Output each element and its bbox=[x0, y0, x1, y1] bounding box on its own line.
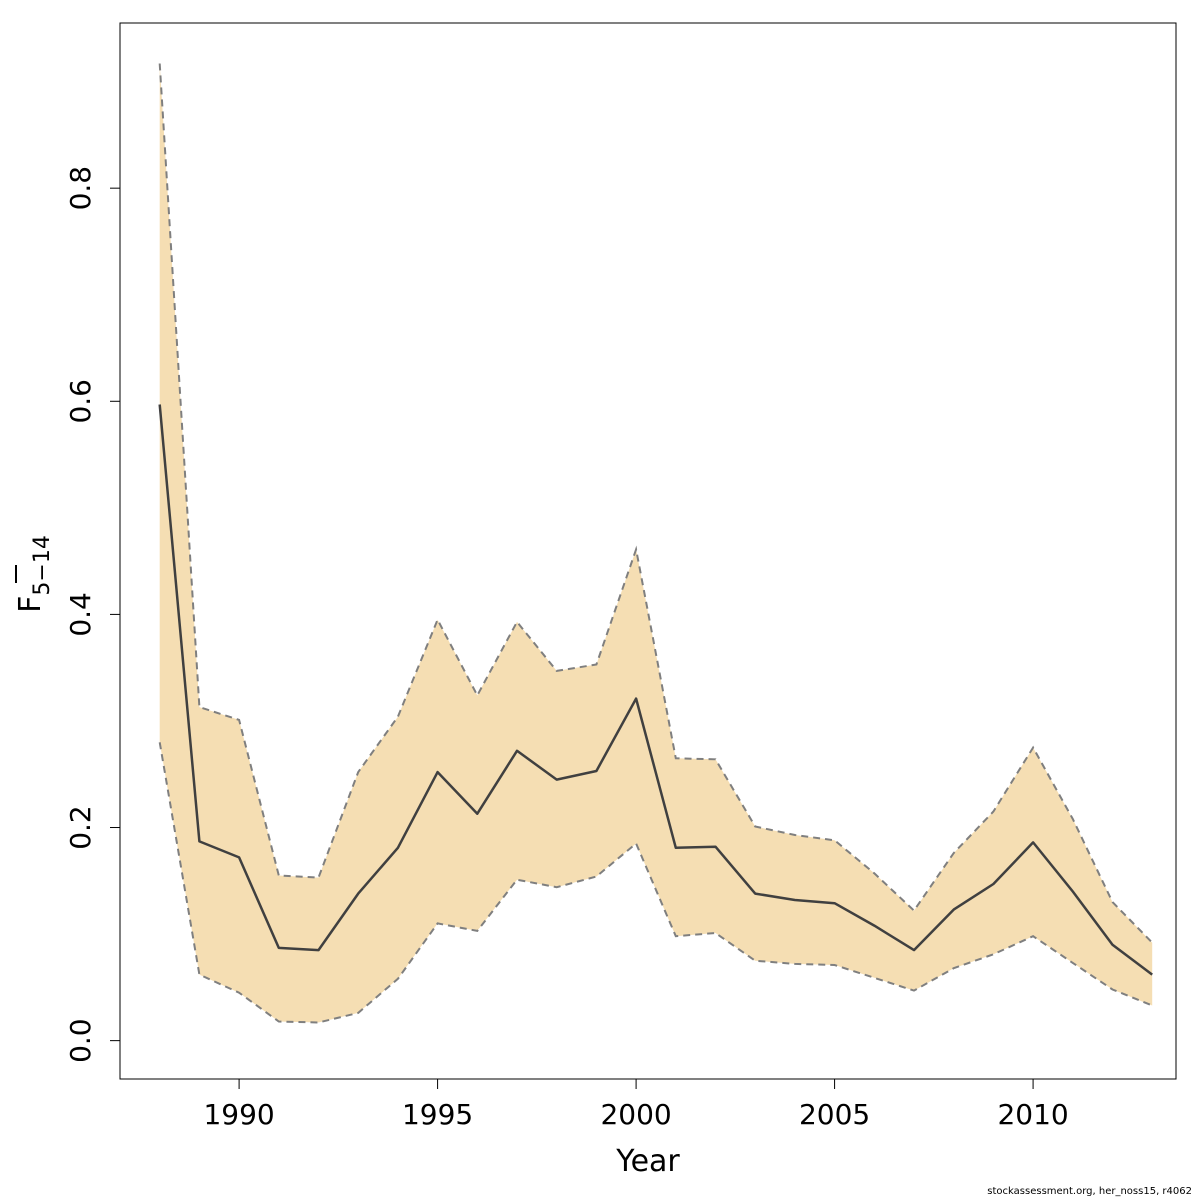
x-axis-title: Year bbox=[615, 1144, 680, 1179]
x-axis: 1990 1995 2000 2005 2010 bbox=[203, 1078, 1069, 1131]
estimate-line bbox=[158, 404, 1153, 976]
y-axis-title: F5−14 bbox=[13, 535, 55, 613]
y-axis: 0.0 0.2 0.4 0.6 0.8 bbox=[64, 166, 121, 1063]
lower-bound-line bbox=[158, 742, 1153, 1024]
confidence-band bbox=[158, 63, 1153, 1024]
svg-text:F5−14: F5−14 bbox=[13, 535, 55, 613]
y-axis-title-subscript: 5−14 bbox=[30, 535, 55, 595]
x-tick-label: 1995 bbox=[402, 1098, 473, 1131]
upper-bound-line bbox=[158, 63, 1153, 944]
y-tick-label: 0.0 bbox=[64, 1018, 97, 1063]
confidence-band-area bbox=[159, 63, 1153, 1023]
y-axis-title-main: F bbox=[13, 596, 48, 613]
x-tick-label: 2000 bbox=[600, 1098, 671, 1131]
x-tick-label: 2010 bbox=[997, 1098, 1068, 1131]
x-tick-label: 1990 bbox=[203, 1098, 274, 1131]
estimate-line-layer bbox=[158, 404, 1153, 976]
x-tick-label: 2005 bbox=[799, 1098, 870, 1131]
y-tick-label: 0.6 bbox=[64, 379, 97, 424]
footer-credit: stockassessment.org, her_noss15, r4062 bbox=[987, 1186, 1192, 1197]
y-tick-label: 0.4 bbox=[64, 592, 97, 637]
y-tick-label: 0.2 bbox=[64, 805, 97, 850]
y-tick-label: 0.8 bbox=[64, 166, 97, 211]
